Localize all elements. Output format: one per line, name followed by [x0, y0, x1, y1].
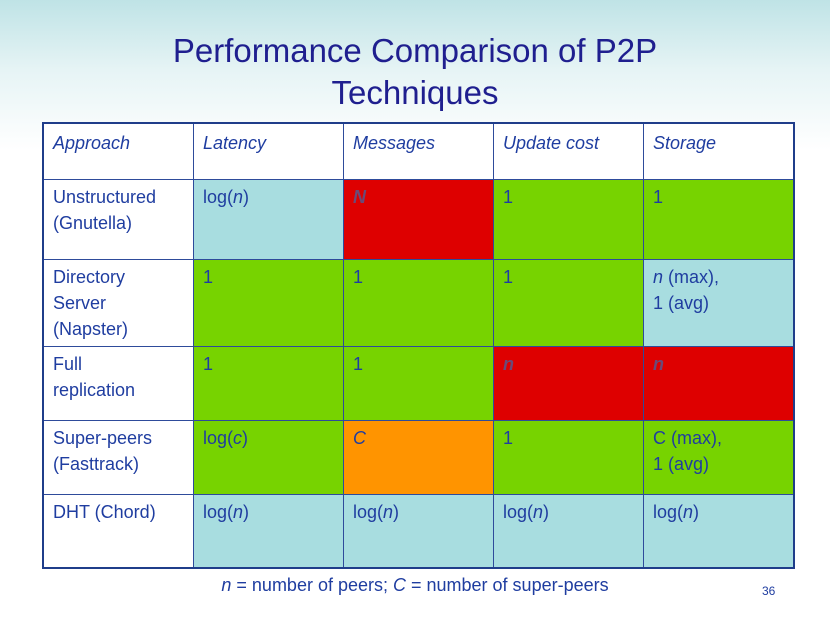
messages-cell: 1 — [343, 345, 494, 421]
title-line-1: Performance Comparison of P2P — [172, 32, 658, 69]
table-row: Full replication 1 1 n n — [42, 345, 795, 421]
comparison-table: Approach Latency Messages Update cost St… — [42, 122, 795, 569]
latency-cell: log(c) — [193, 419, 344, 495]
update-cost-cell: log(n) — [493, 493, 644, 569]
header-approach: Approach — [42, 122, 194, 180]
messages-cell: C — [343, 419, 494, 495]
header-row: Approach Latency Messages Update cost St… — [42, 122, 795, 180]
table-row: Unstructured (Gnutella) log(n) N 1 1 — [42, 178, 795, 260]
footnote: n = number of peers; C = number of super… — [221, 575, 609, 595]
header-update-cost: Update cost — [493, 122, 644, 180]
latency-cell: log(n) — [193, 493, 344, 569]
update-cost-cell: 1 — [493, 419, 644, 495]
messages-cell: log(n) — [343, 493, 494, 569]
storage-cell: 1 — [643, 178, 795, 260]
update-cost-cell: 1 — [493, 258, 644, 347]
storage-cell: log(n) — [643, 493, 795, 569]
messages-cell: N — [343, 178, 494, 260]
latency-cell: 1 — [193, 258, 344, 347]
latency-cell: 1 — [193, 345, 344, 421]
table-row: Directory Server (Napster) 1 1 1 n (max)… — [42, 258, 795, 347]
storage-cell: C (max), 1 (avg) — [643, 419, 795, 495]
header-storage: Storage — [643, 122, 795, 180]
storage-cell: n (max), 1 (avg) — [643, 258, 795, 347]
storage-cell: n — [643, 345, 795, 421]
table-row: Super-peers (Fasttrack) log(c) C 1 C (ma… — [42, 419, 795, 495]
header-latency: Latency — [193, 122, 344, 180]
table-row: DHT (Chord) log(n) log(n) log(n) log(n) — [42, 493, 795, 569]
approach-cell: Unstructured (Gnutella) — [42, 178, 194, 260]
page-number: 36 — [762, 584, 776, 598]
approach-cell: DHT (Chord) — [42, 493, 194, 569]
messages-cell: 1 — [343, 258, 494, 347]
approach-cell: Super-peers (Fasttrack) — [42, 419, 194, 495]
title-line-2: Techniques — [331, 74, 499, 111]
latency-cell: log(n) — [193, 178, 344, 260]
approach-cell: Full replication — [42, 345, 194, 421]
header-messages: Messages — [343, 122, 494, 180]
slide-title: Performance Comparison of P2P Techniques — [0, 30, 830, 114]
approach-cell: Directory Server (Napster) — [42, 258, 194, 347]
update-cost-cell: 1 — [493, 178, 644, 260]
update-cost-cell: n — [493, 345, 644, 421]
